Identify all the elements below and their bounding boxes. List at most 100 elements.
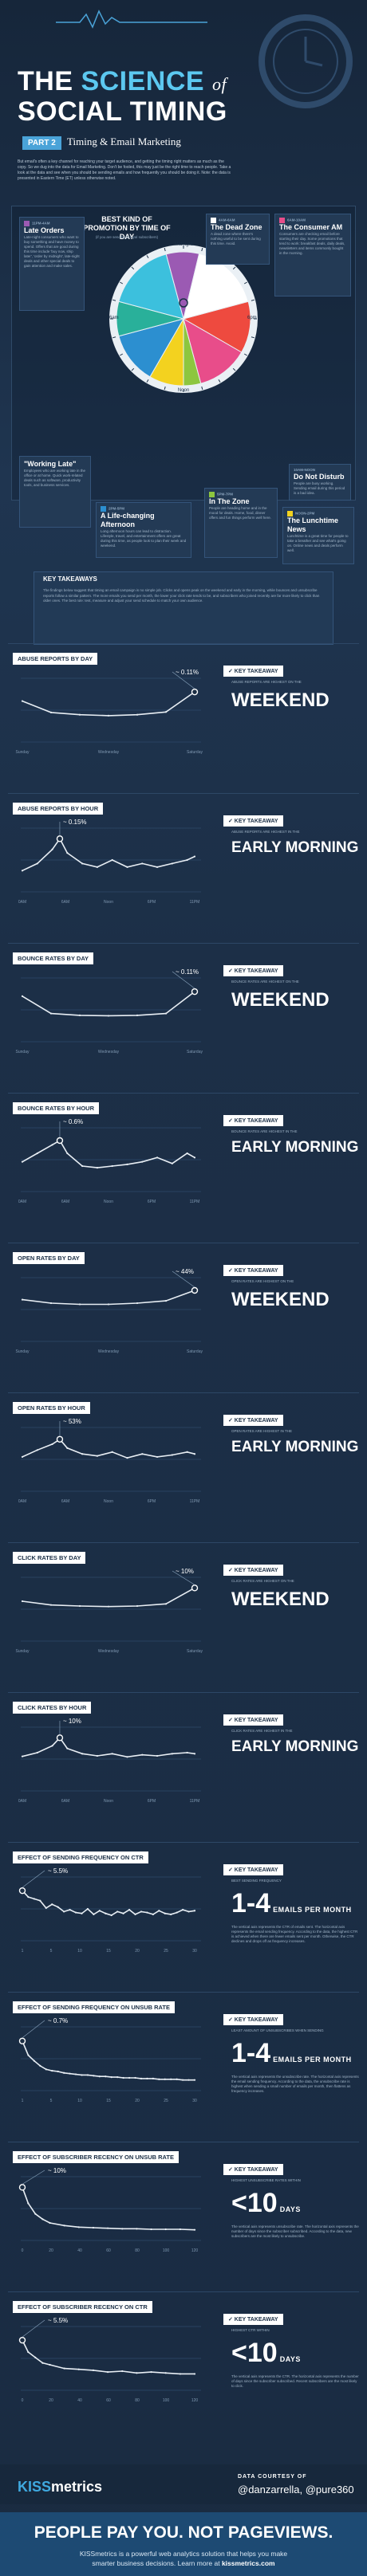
data-point (193, 2079, 196, 2081)
data-point (36, 1152, 38, 1155)
x-tick-label: 6AM (61, 1799, 69, 1804)
peak-annotation: ~ 5.5% (48, 2317, 68, 2324)
peak-annotation: ~ 10% (48, 2167, 66, 2174)
x-tick-label: 10 (77, 1949, 82, 1954)
clock-tick (201, 248, 203, 252)
clock-label-6am: 6am (109, 316, 119, 320)
data-point (63, 2071, 65, 2074)
footer-promo: KISSmetrics is a powerful web analytics … (79, 2550, 288, 2567)
x-tick-label: Wednesday (98, 750, 120, 755)
callout-dead-zone: 4AM-6AM The Dead Zone A dead zone where … (206, 214, 270, 265)
x-tick-label: Wednesday (98, 1649, 120, 1654)
clock-tick (146, 255, 149, 259)
x-tick-label: 6PM (148, 900, 156, 905)
data-point (186, 858, 188, 862)
data-point (27, 1896, 30, 1899)
data-point (96, 1455, 99, 1457)
x-tick-label: 0 (22, 2398, 24, 2403)
data-point (193, 2228, 196, 2231)
data-point (51, 2070, 53, 2072)
clock-label-noon: Noon (177, 388, 190, 393)
clock-tick (201, 386, 203, 390)
data-point (126, 1163, 128, 1165)
peak-marker (18, 1887, 26, 1895)
line-chart-abuse-day: ~ 0.11% Sunday Wednesday Saturday (16, 669, 203, 755)
key-takeaway-sub-recency-unsub: HIGHEST UNSUBSCRIBE RATES WITHIN (231, 2178, 301, 2182)
gear-clock-icon (258, 14, 353, 108)
x-tick-label: 80 (135, 2248, 140, 2253)
x-tick-label: Saturday (187, 750, 203, 755)
swatch-afternoon (101, 506, 106, 512)
x-tick-label: 15 (106, 1949, 111, 1954)
callout-consumer-am: 6AM-10AM The Consumer AM Consumers are c… (274, 214, 351, 296)
callout-do-not-disturb: 10AM-NOON Do Not Disturb People are busy… (289, 464, 351, 501)
chart-title-bounce-hour: BOUNCE RATES BY HOUR (13, 1102, 99, 1114)
peak-annotation: ~ 5.5% (48, 1867, 68, 1875)
panel-separator (8, 2291, 359, 2292)
kissmetrics-link[interactable]: kissmetrics.com (221, 2559, 275, 2567)
x-tick-label: 5 (50, 1949, 53, 1954)
data-point (57, 1906, 59, 1908)
swatch-consumer-am (279, 218, 285, 223)
series-line (22, 1290, 195, 1306)
line-chart-click-hour: ~ 10% 0AM 6AM Noon 6PM 11PM (18, 1718, 201, 1804)
key-takeaway-sub-recency-ctr: HIGHEST CTR WITHIN (231, 2328, 270, 2332)
data-point (121, 2228, 124, 2230)
data-point (63, 2367, 65, 2370)
x-tick-label: 30 (192, 1949, 197, 1954)
best-promotion-subtitle: (if you are sending to loyal subscribers… (95, 235, 159, 239)
x-tick-label: Saturday (187, 1349, 203, 1354)
peak-marker (56, 1137, 64, 1145)
data-point (51, 1745, 53, 1747)
data-point (111, 1753, 113, 1755)
x-tick-label: 11PM (190, 1499, 200, 1504)
x-tick-label: 60 (106, 2248, 111, 2253)
x-tick-label: 20 (135, 1949, 140, 1954)
swatch-dead-zone (211, 218, 216, 223)
data-point (106, 2371, 109, 2374)
data-point (63, 1910, 65, 1913)
x-tick-label: Sunday (16, 1349, 30, 1354)
data-point (81, 1753, 84, 1755)
data-point (182, 1909, 184, 1911)
data-point (111, 1451, 113, 1453)
x-tick-label: 0 (22, 2248, 24, 2253)
data-point (164, 1603, 168, 1605)
line-chart-recency-ctr: ~ 5.5% 0 20 40 60 80 100 120 (18, 2317, 201, 2403)
x-tick-label: 10 (77, 2099, 82, 2103)
panel-separator (8, 1992, 359, 1993)
x-tick-label: Sunday (16, 1649, 30, 1654)
data-point (164, 2078, 166, 2080)
annotation-leader (22, 2020, 45, 2039)
line-chart-open-hour: ~ 53% 0AM 6AM Noon 6PM 11PM (18, 1418, 201, 1504)
annotation-leader (22, 2319, 45, 2338)
data-point (77, 2368, 80, 2370)
data-point (69, 1909, 71, 1911)
part-badge: PART 2 (22, 136, 61, 150)
data-point (179, 2228, 181, 2231)
callout-late-orders: 11PM-4AM Late Orders Late-night consumer… (19, 217, 85, 311)
data-point (21, 700, 24, 702)
data-point (49, 1604, 53, 1606)
data-point (146, 1911, 148, 1914)
key-takeaway-sub-freq-unsub: LEAST AMOUNT OF UNSUBSCRIBES WHEN SENDIN… (231, 2028, 324, 2032)
data-point (78, 713, 81, 716)
data-point (136, 1302, 139, 1305)
key-takeaway-label-click-day: ✓ KEY TAKEAWAY (223, 1565, 283, 1576)
data-point (66, 1747, 69, 1749)
data-point (66, 1447, 69, 1449)
panel-separator (8, 943, 359, 944)
key-takeaway-value-open-hour: EARLY MORNING (231, 1439, 359, 1455)
clock-pie (109, 245, 258, 393)
annotation-leader (172, 671, 195, 689)
data-point (78, 1604, 81, 1608)
key-takeaway-label-click-hour: ✓ KEY TAKEAWAY (223, 1714, 283, 1726)
series-line (22, 691, 195, 717)
clock-tick (146, 379, 149, 383)
x-tick-label: 6AM (61, 900, 69, 905)
x-tick-label: 6AM (61, 1200, 69, 1204)
x-tick-label: 5 (50, 2099, 53, 2103)
data-point (106, 2227, 109, 2229)
data-point (182, 2079, 184, 2081)
panel-separator (8, 1093, 359, 1094)
